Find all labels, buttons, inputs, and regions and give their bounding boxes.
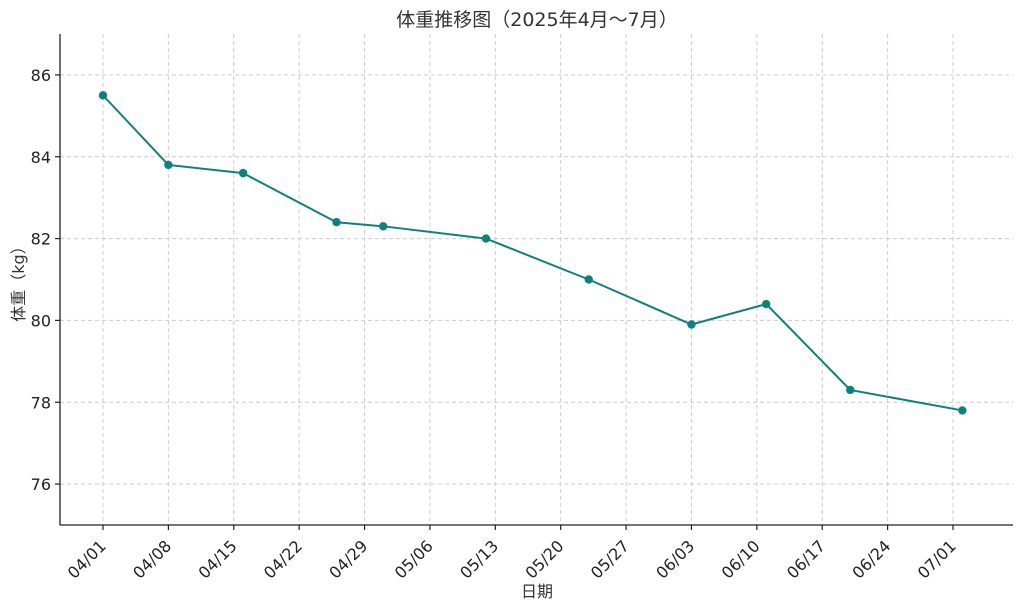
x-axis-label: 日期 bbox=[521, 582, 553, 601]
data-point bbox=[958, 406, 967, 415]
x-tick-label: 04/15 bbox=[195, 536, 241, 582]
data-point bbox=[846, 385, 855, 395]
x-tick-label: 04/22 bbox=[260, 536, 306, 582]
x-tick-label: 07/01 bbox=[914, 536, 960, 582]
x-tick-label: 05/20 bbox=[521, 536, 567, 582]
x-tick-label: 05/27 bbox=[587, 536, 633, 582]
x-tick-label: 06/17 bbox=[783, 536, 829, 582]
data-point bbox=[379, 222, 388, 231]
x-tick-label: 06/03 bbox=[652, 536, 698, 582]
y-tick-label: 80 bbox=[31, 311, 51, 330]
grid-layer bbox=[60, 34, 1013, 525]
x-tick-label: 04/01 bbox=[64, 536, 110, 582]
x-tick-label: 04/08 bbox=[129, 536, 175, 582]
y-tick-label: 82 bbox=[31, 230, 51, 249]
x-tick-label: 04/29 bbox=[325, 536, 371, 582]
axes-layer bbox=[59, 34, 1013, 526]
y-tick-label: 76 bbox=[31, 475, 51, 494]
y-tick-label: 78 bbox=[31, 393, 51, 412]
weight-series-line bbox=[102, 94, 963, 412]
data-point bbox=[481, 234, 491, 243]
data-point bbox=[687, 320, 696, 329]
series-layer bbox=[98, 91, 967, 415]
data-point bbox=[164, 160, 173, 170]
data-point bbox=[584, 275, 593, 284]
chart-title: 体重推移图（2025年4月〜7月） bbox=[396, 9, 678, 31]
x-tick-label: 06/24 bbox=[848, 536, 894, 582]
y-tick-label: 86 bbox=[31, 66, 51, 85]
data-point bbox=[98, 91, 108, 100]
y-tick-label: 84 bbox=[31, 148, 51, 167]
x-tick-label: 05/06 bbox=[391, 536, 437, 582]
y-axis-label: 体重（kg） bbox=[9, 238, 28, 321]
data-point bbox=[761, 299, 771, 309]
x-tick-label: 06/10 bbox=[718, 536, 764, 582]
data-point bbox=[238, 168, 248, 178]
data-point bbox=[332, 218, 341, 227]
x-tick-label: 05/13 bbox=[456, 536, 502, 582]
